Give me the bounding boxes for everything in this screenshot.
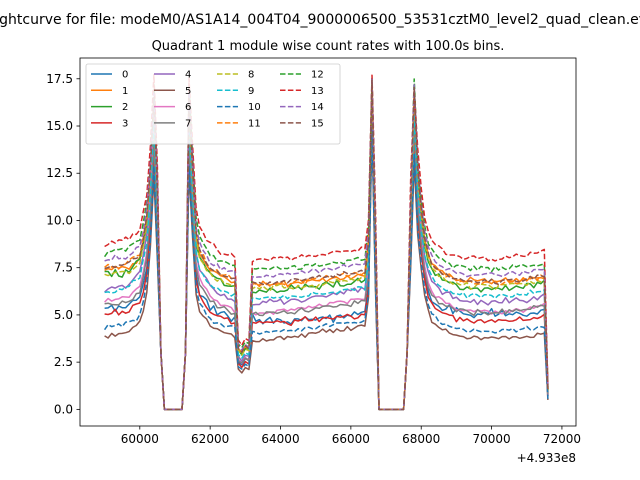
legend-label-13: 13 <box>311 86 324 97</box>
legend-label-3: 3 <box>122 118 128 129</box>
axes-frame <box>79 57 577 427</box>
y-tick-label: 7.5 <box>54 261 73 275</box>
y-tick-label: 2.5 <box>54 355 73 369</box>
figure-suptitle: Lightcurve for file: modeM0/AS1A14_004T0… <box>0 12 640 28</box>
legend-label-12: 12 <box>311 70 324 81</box>
y-tick-label: 12.5 <box>46 166 73 180</box>
legend-label-1: 1 <box>122 86 128 97</box>
y-tick-label: 15.0 <box>46 119 73 133</box>
x-tick-label: 66000 <box>332 432 370 446</box>
legend-label-6: 6 <box>185 102 191 113</box>
x-tick-label: 70000 <box>472 432 510 446</box>
series-line-5 <box>104 131 549 411</box>
legend-label-2: 2 <box>122 102 128 113</box>
series-lines <box>103 73 549 411</box>
x-tick-label: 72000 <box>543 432 581 446</box>
x-tick-label: 64000 <box>261 432 299 446</box>
y-tick-label: 10.0 <box>46 213 73 227</box>
series-line-0 <box>104 107 549 411</box>
legend-label-9: 9 <box>248 86 254 97</box>
legend-label-14: 14 <box>311 102 324 113</box>
legend-label-0: 0 <box>122 70 128 81</box>
series-line-15 <box>104 79 549 411</box>
x-offset-label: +4.933e8 <box>517 451 576 465</box>
legend-label-15: 15 <box>311 118 324 129</box>
legend-label-10: 10 <box>248 102 261 113</box>
legend-label-4: 4 <box>185 70 191 81</box>
legend-label-11: 11 <box>248 118 261 129</box>
y-tick-label: 17.5 <box>46 72 73 86</box>
x-tick-label: 60000 <box>121 432 159 446</box>
series-line-3 <box>104 115 549 411</box>
legend-label-7: 7 <box>185 118 191 129</box>
x-tick-label: 62000 <box>191 432 229 446</box>
y-tick-label: 5.0 <box>54 308 73 322</box>
x-tick-label: 68000 <box>402 432 440 446</box>
legend-label-8: 8 <box>248 70 254 81</box>
series-line-8 <box>104 87 549 411</box>
legend-label-5: 5 <box>185 86 191 97</box>
y-tick-label: 0.0 <box>54 402 73 416</box>
legend-box <box>85 63 341 145</box>
series-line-13 <box>104 73 549 411</box>
plot-area: 60000 62000 64000 66000 68000 70000 72000 +4.93… <box>46 57 581 465</box>
chart-title: Quadrant 1 module wise count rates with … <box>152 39 505 54</box>
series-line-7 <box>104 111 549 411</box>
